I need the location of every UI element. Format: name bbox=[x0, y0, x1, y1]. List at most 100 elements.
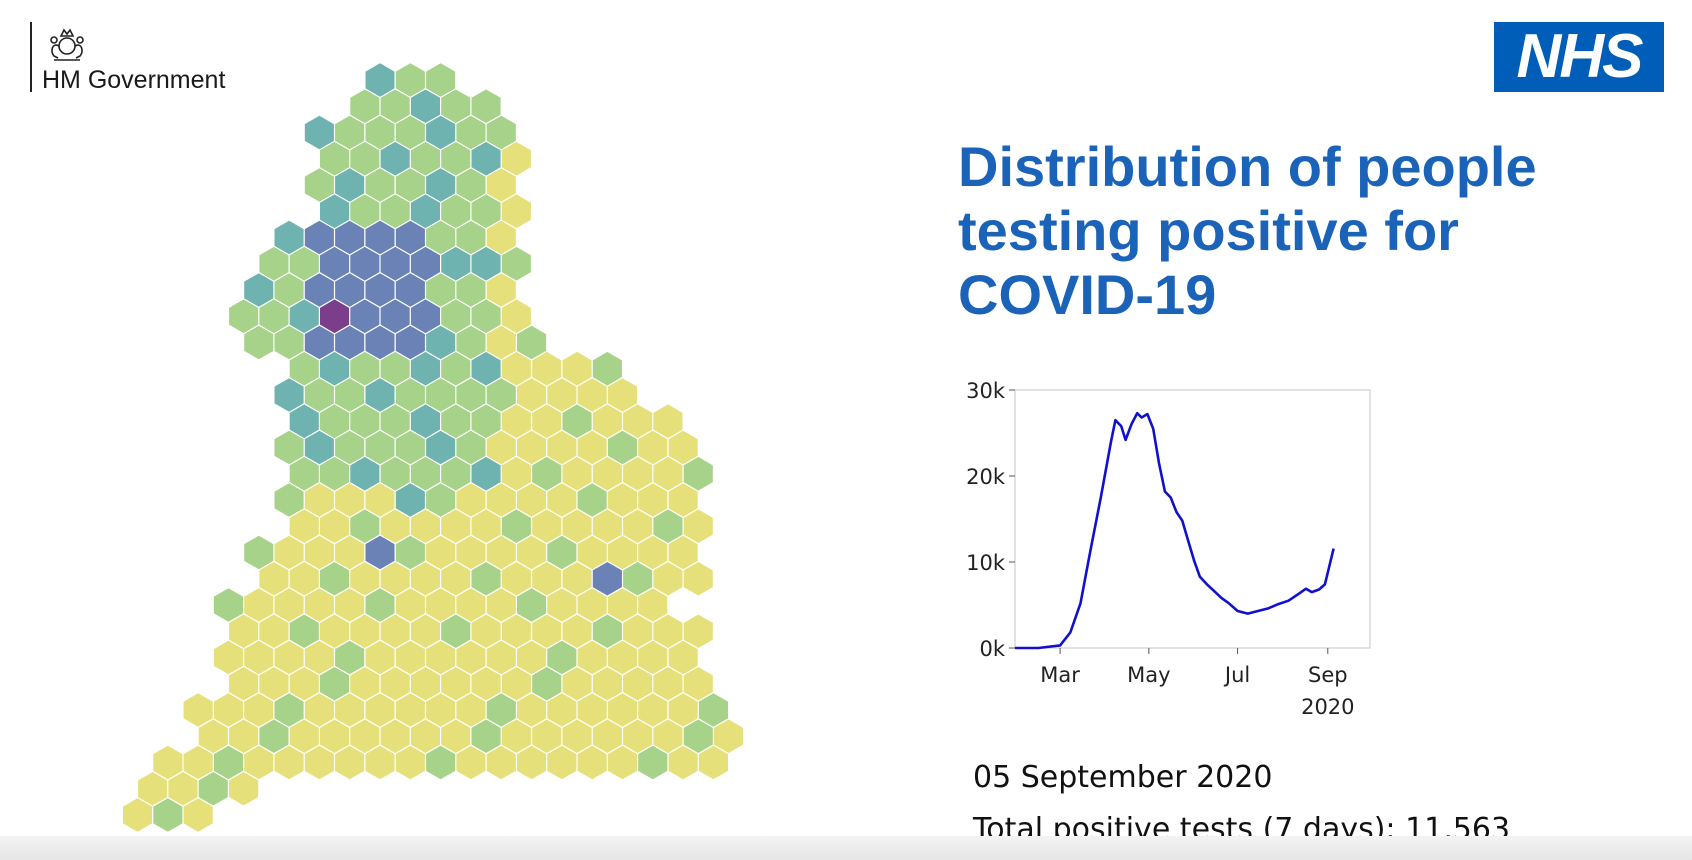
map-hex bbox=[562, 351, 592, 386]
map-hex bbox=[229, 772, 259, 806]
map-hex bbox=[668, 640, 698, 675]
map-hex bbox=[289, 404, 319, 439]
map-hex bbox=[335, 640, 365, 675]
map-hex bbox=[304, 693, 334, 727]
map-hex bbox=[289, 456, 319, 491]
map-hex bbox=[623, 404, 653, 439]
x-tick-label: Jul bbox=[1223, 663, 1250, 687]
map-hex bbox=[698, 745, 728, 780]
map-hex bbox=[577, 430, 607, 465]
map-hex bbox=[213, 588, 243, 622]
map-hex bbox=[274, 745, 304, 780]
map-hex bbox=[395, 535, 425, 570]
map-hex bbox=[441, 719, 471, 753]
map-hex bbox=[441, 667, 471, 701]
map-hex bbox=[426, 693, 456, 727]
map-hex bbox=[304, 483, 334, 517]
map-hex bbox=[213, 745, 243, 780]
map-hex bbox=[244, 693, 274, 727]
map-hex bbox=[426, 535, 456, 570]
map-hex bbox=[547, 693, 577, 727]
map-hex bbox=[410, 141, 440, 176]
map-hex bbox=[395, 63, 425, 97]
map-hex bbox=[289, 562, 319, 596]
map-hex bbox=[244, 745, 274, 780]
map-hex bbox=[638, 588, 668, 622]
map-hex bbox=[623, 667, 653, 701]
map-hex bbox=[365, 273, 395, 307]
map-hex bbox=[426, 483, 456, 517]
map-hex bbox=[395, 430, 425, 465]
map-hex bbox=[683, 667, 713, 701]
series-line bbox=[1015, 411, 1335, 650]
map-hex bbox=[501, 614, 531, 648]
map-hex bbox=[304, 640, 334, 675]
map-hex bbox=[668, 430, 698, 465]
map-hex bbox=[668, 483, 698, 517]
map-hex bbox=[471, 246, 501, 281]
map-hex bbox=[623, 562, 653, 596]
map-hex bbox=[638, 535, 668, 570]
map-hex bbox=[577, 745, 607, 780]
map-hex bbox=[274, 640, 304, 675]
map-hex bbox=[486, 483, 516, 517]
map-hex bbox=[456, 168, 486, 202]
map-hex bbox=[517, 588, 547, 622]
map-hex bbox=[607, 535, 637, 570]
map-hex bbox=[380, 89, 410, 123]
map-hex bbox=[486, 273, 516, 307]
map-hex bbox=[517, 535, 547, 570]
map-hex bbox=[350, 299, 380, 334]
map-hex bbox=[471, 299, 501, 334]
map-hex bbox=[380, 351, 410, 386]
map-hex bbox=[244, 588, 274, 622]
map-hex bbox=[380, 141, 410, 176]
map-hex bbox=[410, 299, 440, 334]
map-hex bbox=[517, 745, 547, 780]
map-hex bbox=[304, 745, 334, 780]
map-hex bbox=[532, 667, 562, 701]
map-hex bbox=[683, 562, 713, 596]
map-hex bbox=[471, 89, 501, 123]
map-hex bbox=[426, 378, 456, 412]
map-hex bbox=[683, 614, 713, 648]
map-hex bbox=[320, 404, 350, 439]
map-hex bbox=[320, 562, 350, 596]
map-hex bbox=[426, 115, 456, 150]
map-hex bbox=[320, 614, 350, 648]
map-hex bbox=[471, 509, 501, 543]
map-hex bbox=[638, 483, 668, 517]
map-hex bbox=[350, 351, 380, 386]
map-hex bbox=[426, 640, 456, 675]
map-hex bbox=[350, 562, 380, 596]
map-hex bbox=[592, 667, 622, 701]
map-hex bbox=[441, 404, 471, 439]
map-hex bbox=[365, 325, 395, 360]
map-hex bbox=[410, 351, 440, 386]
map-hex bbox=[320, 246, 350, 281]
map-hex bbox=[380, 299, 410, 334]
map-hex bbox=[607, 588, 637, 622]
map-hex bbox=[683, 456, 713, 491]
map-hex bbox=[607, 693, 637, 727]
map-hex bbox=[607, 378, 637, 412]
map-hex bbox=[653, 456, 683, 491]
map-hex bbox=[532, 351, 562, 386]
map-hex bbox=[365, 220, 395, 255]
map-hex bbox=[486, 378, 516, 412]
map-hex bbox=[653, 562, 683, 596]
map-hex bbox=[486, 640, 516, 675]
map-hex bbox=[532, 509, 562, 543]
map-hex bbox=[623, 614, 653, 648]
map-hex bbox=[350, 404, 380, 439]
map-hex bbox=[365, 745, 395, 780]
map-hex bbox=[441, 194, 471, 229]
map-hex bbox=[244, 640, 274, 675]
map-hex bbox=[668, 745, 698, 780]
map-hex bbox=[183, 693, 213, 727]
map-hex bbox=[547, 430, 577, 465]
map-hex bbox=[304, 220, 334, 255]
map-hex bbox=[289, 246, 319, 281]
map-hex bbox=[335, 430, 365, 465]
map-hex bbox=[350, 141, 380, 176]
